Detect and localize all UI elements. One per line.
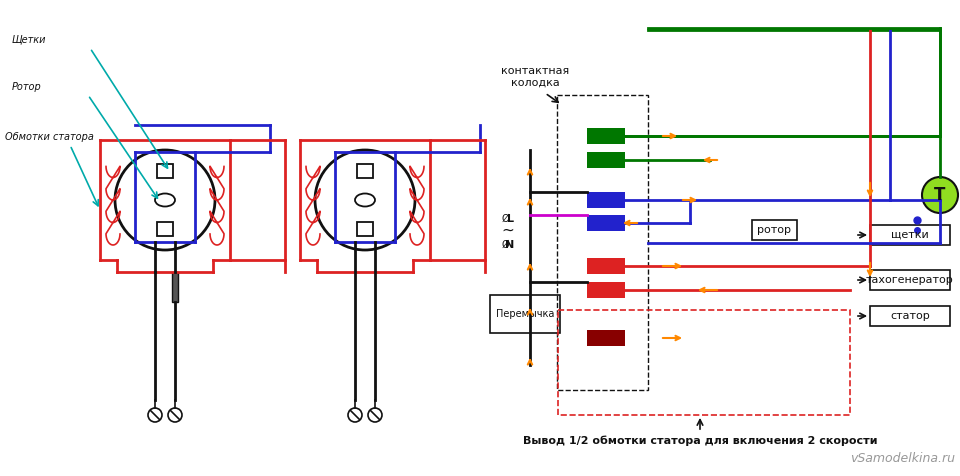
Bar: [172, 272, 178, 302]
Text: vSamodelkina.ru: vSamodelkina.ru: [850, 452, 955, 465]
Text: Щетки: Щетки: [12, 34, 46, 44]
Bar: [587, 330, 625, 346]
Text: статор: статор: [890, 311, 930, 321]
Text: T: T: [934, 186, 946, 204]
Bar: [587, 152, 625, 168]
Bar: [587, 258, 625, 274]
Bar: [587, 192, 625, 208]
Text: Перемычка: Перемычка: [495, 309, 554, 319]
Bar: [587, 128, 625, 144]
Text: контактная
колодка: контактная колодка: [501, 66, 569, 88]
Bar: [587, 215, 625, 231]
Bar: [870, 306, 950, 326]
Bar: [587, 282, 625, 298]
Bar: [157, 164, 173, 178]
Bar: [357, 222, 373, 236]
Text: L: L: [507, 214, 514, 224]
Bar: [490, 295, 560, 333]
Circle shape: [922, 177, 958, 213]
Text: Обмотки статора: Обмотки статора: [5, 132, 94, 142]
Text: щетки: щетки: [891, 230, 929, 240]
Text: Ø: Ø: [501, 240, 509, 250]
Bar: [752, 220, 797, 240]
Text: Ø: Ø: [501, 214, 509, 224]
Bar: [870, 270, 950, 290]
Text: ротор: ротор: [757, 225, 791, 235]
Text: Вывод 1/2 обмотки статора для включения 2 скорости: Вывод 1/2 обмотки статора для включения …: [523, 435, 877, 446]
Bar: [870, 225, 950, 245]
Bar: [558, 310, 850, 415]
Bar: [557, 95, 648, 390]
Bar: [157, 222, 173, 236]
Text: ~: ~: [501, 223, 514, 238]
Text: Ротор: Ротор: [12, 82, 41, 92]
Text: тахогенератор: тахогенератор: [866, 275, 954, 285]
Text: N: N: [505, 240, 514, 250]
Bar: [357, 164, 373, 178]
